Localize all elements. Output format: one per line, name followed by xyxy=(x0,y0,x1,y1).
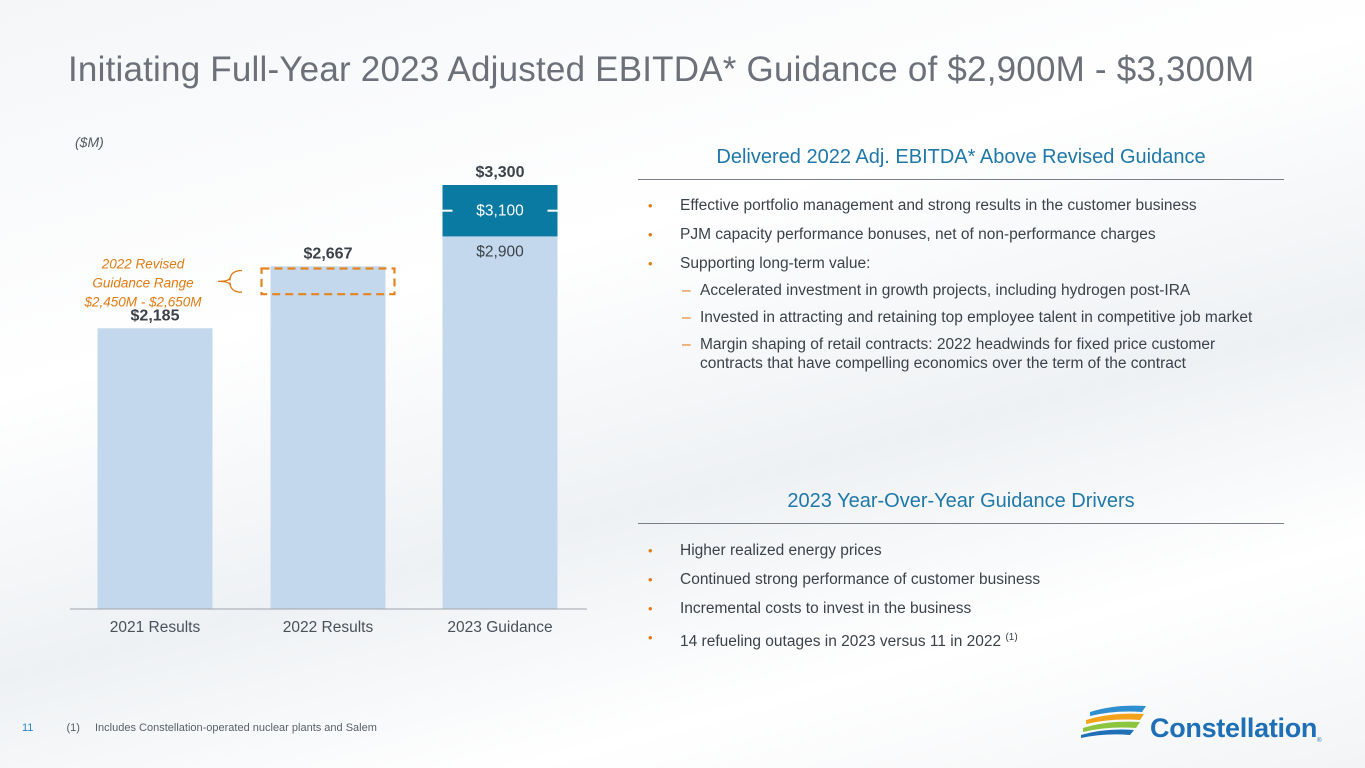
bullet-icon: • xyxy=(648,256,653,271)
list-item: • Supporting long-term value: – Accelerate… xyxy=(648,254,1278,373)
page-number: 11 xyxy=(22,722,34,734)
bullet-icon: • xyxy=(648,227,653,242)
bullet-icon: • xyxy=(648,572,653,587)
delivered-list: • Effective portfolio management and stro… xyxy=(648,196,1278,383)
list-item: • Incremental costs to invest in the busi… xyxy=(648,600,972,617)
sub-list-item: – Accelerated investment in growth projec… xyxy=(682,282,1191,299)
bar xyxy=(442,185,558,609)
footnote-ref: (1) xyxy=(1005,632,1018,643)
dash-icon: – xyxy=(682,309,691,326)
list-item: • Higher realized energy prices xyxy=(648,542,882,559)
bullet-icon: • xyxy=(648,543,653,558)
sub-list-item: – Invested in attracting and retaining to… xyxy=(682,309,1253,326)
list-item: • 14 refueling outages in 2023 versus 11 … xyxy=(648,630,1018,651)
constellation-logo-icon xyxy=(1081,705,1146,738)
bar xyxy=(270,266,386,609)
bar-value-label: $2,185 xyxy=(131,307,180,324)
x-tick-label: 2021 Results xyxy=(110,619,201,636)
delivered-heading: Delivered 2022 Adj. EBITDA* Above Revise… xyxy=(716,146,1206,168)
ebitda-bar-chart: ($M) $2,185 2021 Results $2,667 2022 Result… xyxy=(70,134,587,636)
revised-guidance-label-line3: $2,450M - $2,650M xyxy=(83,294,202,309)
sub-list-item: – Margin shaping of retail contracts: 202… xyxy=(682,336,1216,372)
guidance-range-band xyxy=(442,185,558,237)
bullet-icon: • xyxy=(648,601,653,616)
list-item: • Effective portfolio management and stro… xyxy=(648,197,1197,214)
logo-wordmark: Constellation® xyxy=(1150,713,1322,744)
list-item: • Continued strong performance of custome… xyxy=(648,571,1041,588)
drivers-heading: 2023 Year-Over-Year Guidance Drivers xyxy=(787,490,1135,512)
bar-value-label: $3,300 xyxy=(476,164,525,181)
guidance-low-label: $2,900 xyxy=(476,243,524,260)
delivered-divider xyxy=(638,179,1284,180)
bullet-icon: • xyxy=(648,198,653,213)
dash-icon: – xyxy=(682,336,691,353)
drivers-divider xyxy=(638,523,1284,524)
x-tick-label: 2023 Guidance xyxy=(447,619,552,636)
list-item: • PJM capacity performance bonuses, net o… xyxy=(648,226,1156,243)
bar xyxy=(97,328,213,609)
dash-icon: – xyxy=(682,282,691,299)
revised-guidance-bracket xyxy=(217,269,243,293)
x-tick-label: 2022 Results xyxy=(283,619,374,636)
revised-guidance-label-line1: 2022 Revised xyxy=(101,256,185,271)
unit-label: ($M) xyxy=(75,134,104,150)
guidance-mid-label: $3,100 xyxy=(476,203,524,220)
revised-guidance-label-line2: Guidance Range xyxy=(92,275,193,290)
footnote-text: Includes Constellation-operated nuclear … xyxy=(95,722,377,734)
bar-value-label: $2,667 xyxy=(304,245,353,262)
revised-guidance-box xyxy=(260,267,396,296)
drivers-list: • Higher realized energy prices • Continue… xyxy=(648,541,1278,661)
page-title: Initiating Full-Year 2023 Adjusted EBITD… xyxy=(68,50,1255,89)
sub-list: – Accelerated investment in growth projec… xyxy=(680,281,1278,373)
bullet-icon: • xyxy=(648,630,653,645)
footer: 11 (1) Includes Constellation-operated n… xyxy=(22,722,377,734)
footnote-number: (1) xyxy=(66,722,80,734)
